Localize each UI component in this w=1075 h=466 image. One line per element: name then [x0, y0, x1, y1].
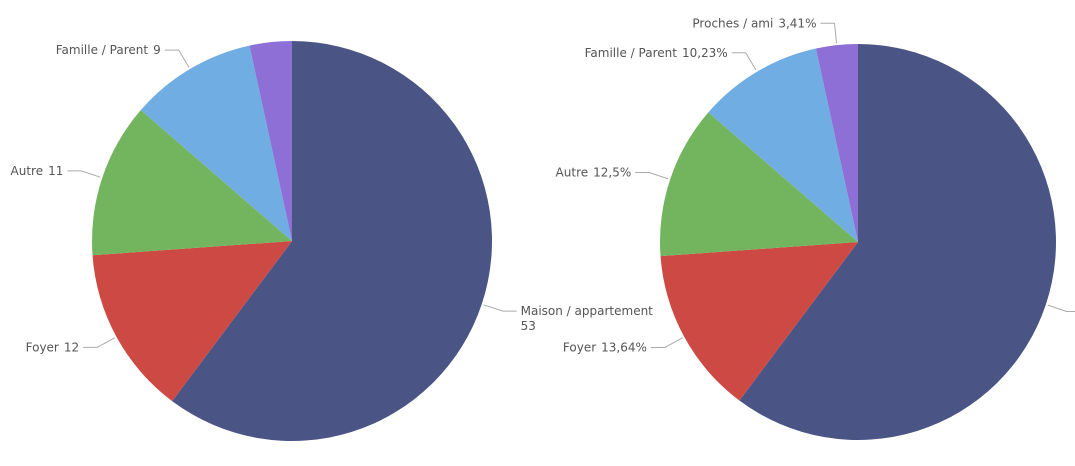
leader-line	[67, 170, 101, 178]
value-label: 9	[153, 43, 161, 57]
leader-line	[650, 337, 683, 348]
leader-line	[820, 22, 838, 44]
value-label: 12	[64, 340, 79, 354]
category-label: Autre	[556, 165, 589, 179]
leader-line	[1047, 304, 1075, 312]
data-label: Famille / Parent 9	[56, 43, 161, 57]
leader-line	[483, 304, 517, 312]
pie-slice	[660, 112, 858, 257]
pie-slice	[91, 110, 292, 256]
pie-slice	[92, 241, 292, 402]
pie-chart: Maison / appartement 53 Foyer 12 Autre 11 Fami…	[11, 41, 654, 441]
value-label: 53	[521, 319, 536, 333]
pie-slice	[660, 242, 858, 401]
value-label: 13,64%	[601, 340, 647, 354]
category-label: Foyer	[563, 340, 596, 354]
data-label: Famille / Parent 10,23%	[585, 45, 728, 59]
value-label: 10,23%	[682, 45, 728, 59]
data-label: Foyer 13,64%	[563, 340, 647, 354]
pie-slice	[739, 44, 1056, 440]
pie-slice	[172, 41, 492, 441]
data-label: Autre 12,5%	[556, 165, 632, 179]
data-label: Foyer 12	[26, 340, 80, 354]
leader-line	[164, 49, 190, 68]
pie-chart: Maison / appartement60,23%Foyer13,64%Aut…	[556, 16, 1075, 440]
value-label: 3,41%	[778, 16, 816, 30]
data-label: Proches / ami 3,41%	[692, 16, 816, 30]
pie-slice	[815, 44, 858, 242]
category-label: Autre	[11, 163, 44, 177]
data-label: Maison / appartement 53	[521, 304, 654, 333]
category-label: Famille / Parent	[56, 43, 149, 57]
category-label: Famille / Parent	[585, 45, 678, 59]
leader-line	[635, 172, 669, 180]
data-label: Autre 11	[11, 163, 64, 177]
leader-line	[731, 52, 757, 71]
leader-line	[83, 337, 115, 348]
pie-slice	[249, 41, 292, 241]
category-label: Foyer	[26, 340, 59, 354]
pie-slice	[708, 48, 858, 242]
category-label: Maison / appartement	[521, 304, 654, 318]
pie-slice	[140, 45, 292, 242]
value-label: 11	[48, 163, 63, 177]
value-label: 12,5%	[593, 165, 631, 179]
category-label: Proches / ami	[692, 16, 773, 30]
